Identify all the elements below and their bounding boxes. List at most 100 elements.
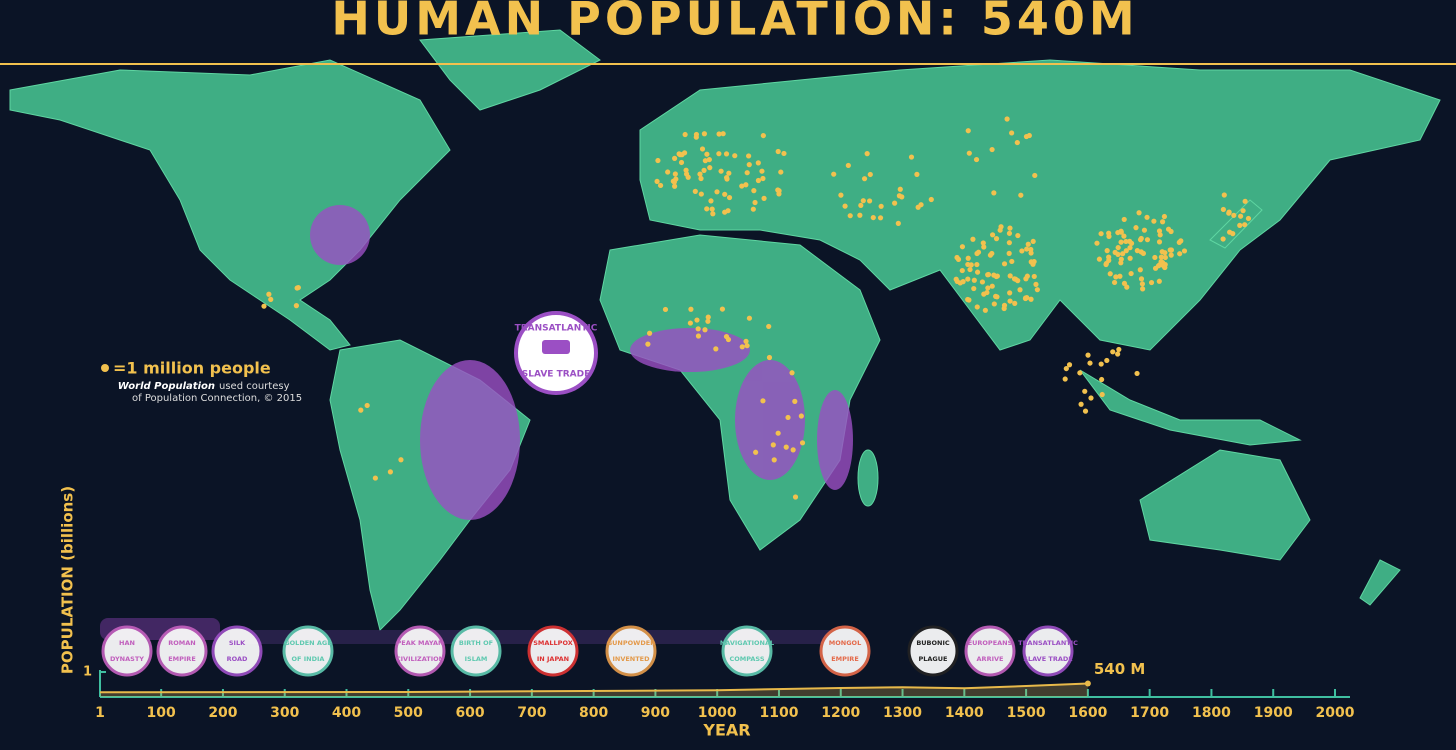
event-label: BIRTH OF [459,639,493,647]
population-dot [1099,391,1105,398]
population-dot [1012,300,1018,306]
population-dot [705,314,711,320]
population-dot [1023,295,1029,301]
population-dot [739,183,745,189]
y-axis-label: POPULATION (billions) [59,486,77,674]
population-dot [766,354,773,361]
population-dot [1181,248,1188,254]
event-label: OF INDIA [292,655,325,663]
population-dot [966,150,972,156]
population-dot [1161,213,1168,220]
population-dot [1006,230,1013,236]
population-dot [751,188,757,194]
event-label: ROAD [227,655,248,663]
population-dot [847,213,853,219]
population-dot [657,182,664,189]
population-dot [914,171,920,177]
population-dot [1177,251,1183,257]
population-dot [1156,278,1162,284]
population-dot [993,293,999,299]
region [630,328,750,372]
population-dot [760,132,766,139]
population-dot [1138,276,1145,282]
event-label: PEAK MAYAN [397,639,444,647]
population-dot [697,171,703,177]
population-dot [704,151,710,157]
population-dot [701,167,707,173]
population-dot [1140,250,1146,256]
population-dot [966,297,972,303]
population-dot [979,279,986,285]
event-badge [156,625,208,677]
population-dot [957,280,963,286]
population-dot [1157,232,1163,238]
population-dot [973,156,980,163]
population-dot [718,168,724,174]
population-dot [723,151,730,157]
population-dot [710,211,716,217]
population-dot [683,171,690,177]
population-dot [953,276,959,282]
population-dot [1023,133,1030,140]
population-dot [1104,248,1110,254]
event-label: DYNASTY [110,655,144,663]
population-dot [781,150,787,157]
population-dot [1121,280,1128,287]
population-dot [1227,229,1233,235]
event-badge [964,625,1016,677]
title: HUMAN POPULATION: 540M [331,0,1138,46]
population-dot [980,240,986,246]
x-tick-label: 2000 [1316,705,1355,721]
event-badge [527,625,579,677]
population-dot [864,151,870,157]
population-dot [975,249,982,255]
population-dot [971,285,977,292]
population-dot [1162,254,1168,261]
population-dot [705,318,711,324]
event-label: ROMAN [168,639,195,647]
event-label: EMPIRE [168,655,196,663]
population-dot [683,167,689,173]
population-dot [866,198,873,204]
event-label: TRANSATLANTIC [1018,639,1078,647]
population-dot [759,168,765,174]
population-dot [1106,257,1112,263]
population-dot [965,255,971,261]
population-dot [744,343,750,349]
population-dot [1087,360,1093,366]
population-dot [645,341,651,347]
population-dot [1034,287,1040,293]
population-dot [798,413,804,419]
population-dot [695,333,702,339]
population-dot [372,475,378,481]
population-dot [1007,273,1013,279]
population-dot [268,296,274,303]
population-dot [770,442,776,448]
population-dot [293,303,299,309]
population-dot [364,402,370,409]
event-label: NAVIGATIONAL [720,639,774,647]
population-dot [775,430,781,436]
population-dot [702,327,708,333]
x-tick-label: 1300 [883,705,922,721]
population-dot [967,266,973,273]
population-dot [746,153,752,159]
x-tick-label: 1400 [945,705,984,721]
population-dot [743,182,749,188]
population-dot [1226,209,1232,215]
population-dot [1139,281,1145,287]
event-label: EUROPEANS [968,639,1013,647]
population-dot [1098,361,1104,367]
population-dot [716,131,722,137]
population-dot [954,254,960,261]
population-dot [746,315,753,321]
population-dot [959,267,965,274]
population-dot [1127,255,1133,261]
population-dot [1128,270,1134,277]
population-dot [1115,244,1121,251]
population-dot [1106,233,1112,240]
callout-text: SLAVE TRADE [522,370,590,380]
x-tick-label: 400 [332,705,361,721]
population-dot [722,191,728,197]
event-label: IN JAPAN [537,655,569,663]
